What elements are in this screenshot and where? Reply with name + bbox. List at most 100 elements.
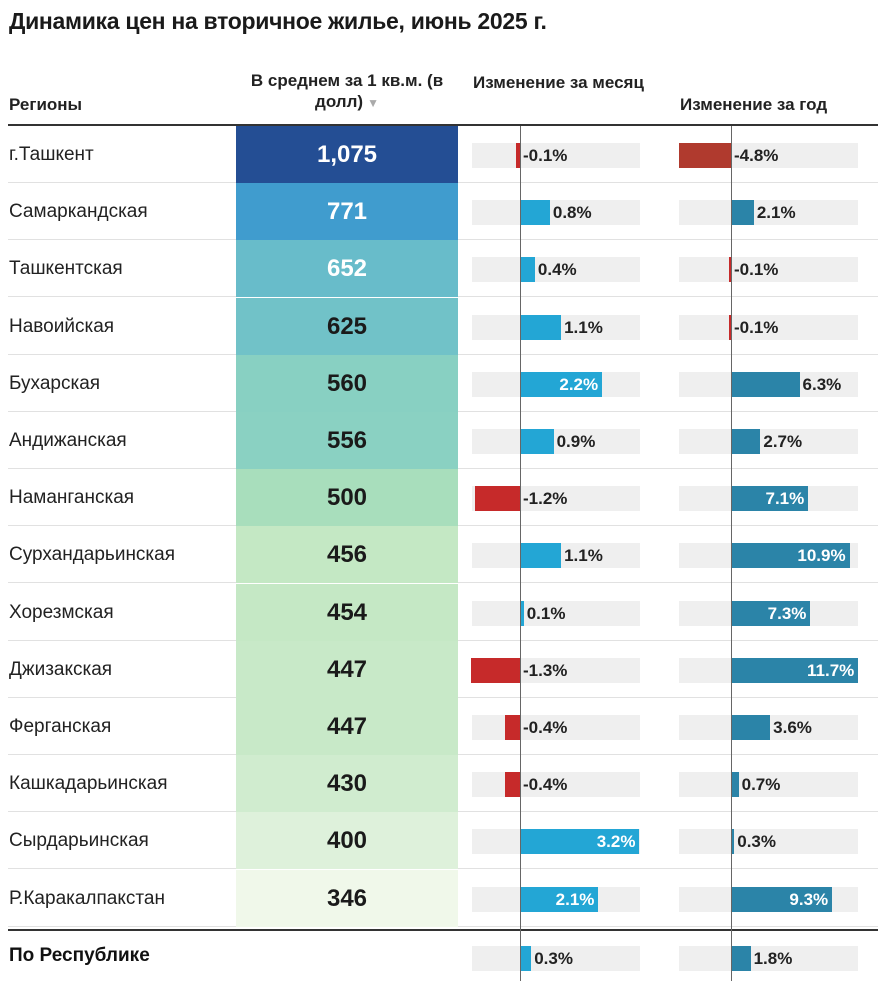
year-change-label: 10.9% [797,546,846,566]
month-change-bar [520,371,603,397]
region-name: Андижанская [9,430,127,451]
month-change-track: 1.1% [472,543,640,569]
month-change-bar [505,772,520,798]
month-change-label: 0.9% [556,432,596,451]
price-cell: 346 [236,869,458,927]
region-name: Сурхандарьинская [9,544,176,566]
month-change-track: -1.3% [471,657,640,683]
month-change-track: -1.2% [472,486,640,512]
region-name: Ташкентская [9,258,123,280]
month-change-label: -0.4% [523,718,568,737]
price-value: 560 [326,369,368,397]
price-value: 400 [326,827,368,855]
month-change-label: 2.1% [555,889,595,909]
month-change-track: 1.1% [472,314,640,340]
total-label: По Республике [9,945,150,966]
year-change-track: 9.3% [679,886,858,912]
month-change-label: 1.1% [564,317,603,337]
region-name: Наманганская [9,487,135,509]
region-name: Р.Каракалпакстан [9,887,165,909]
month-change-bar [520,314,562,340]
total-month-change-track: 0.3% [472,946,640,971]
year-change-bar [731,200,754,226]
month-change-bar [520,543,562,569]
table-row: Хорезмская 454 0.1% 7.3% [0,583,882,641]
year-change-label: -4.8% [734,146,779,165]
year-change-track: 7.1% [679,486,858,512]
year-change-track: 10.9% [679,543,858,569]
table-row: Самаркандская 771 0.8% 2.1% [0,183,882,241]
price-cell: 771 [236,183,458,241]
table-row: Навоийская 625 1.1% -0.1% [0,297,882,355]
year-change-track: 3.6% [679,715,858,740]
month-change-label: -1.2% [523,489,568,509]
year-change-track: 7.3% [679,600,858,626]
header-month-change: Изменение за месяц [473,73,644,92]
price-cell: 430 [236,755,458,813]
month-change-track: 0.4% [472,257,640,283]
price-cell: 1,075 [236,126,458,183]
year-change-track: -0.1% [679,257,858,283]
total-row: По Республике 0.3% 1.8% [0,931,882,983]
table-row: Р.Каракалпакстан 346 2.1% 9.3% [0,869,882,927]
year-change-label: 7.3% [767,603,807,623]
year-change-label: -0.1% [734,260,779,280]
table-row: Сурхандарьинская 456 1.1% 10.9% [0,526,882,584]
month-change-label: 3.2% [596,832,636,852]
region-name: Сырдарьинская [9,830,149,852]
price-cell: 560 [236,354,458,412]
month-change-bar [505,715,520,740]
month-change-label: -1.3% [523,660,568,680]
region-name: Кашкадарьинская [9,773,168,795]
month-change-track: -0.4% [472,772,640,798]
month-change-bar [520,257,535,283]
month-change-track: 2.2% [472,371,640,397]
header-avg-price[interactable]: В среднем за 1 кв.м. (в долл) ▼ [236,70,458,114]
year-change-label: 7.1% [765,489,805,509]
header-rule [8,124,878,126]
table-row: Ферганская 447 -0.4% 3.6% [0,698,882,755]
region-name: Бухарская [9,372,101,394]
price-value: 430 [326,770,368,798]
year-change-bar [728,257,731,283]
price-cell: 454 [236,583,458,641]
year-change-label: 11.7% [807,660,855,680]
sort-down-icon[interactable]: ▼ [367,96,379,110]
year-change-track: 2.7% [679,429,858,454]
table-row: Кашкадарьинская 430 -0.4% 0.7% [0,755,882,813]
header-year-change: Изменение за год [680,95,828,114]
year-change-bar [728,314,731,340]
region-name: г.Ташкент [9,144,94,165]
month-change-label: -0.1% [523,146,568,165]
header-avg-price-label: В среднем за 1 кв.м. (в долл) [250,71,444,111]
price-value: 346 [326,884,368,912]
year-change-bar [731,371,800,397]
month-change-bar [520,600,524,626]
month-change-track: -0.1% [472,143,640,168]
year-change-bar [731,657,859,683]
price-value: 447 [326,655,368,683]
year-change-label: -0.1% [734,317,779,337]
region-name: Навоийская [9,315,115,337]
month-change-label: 0.1% [526,603,566,623]
month-change-label: 0.4% [537,260,577,280]
month-change-track: 0.9% [472,429,640,454]
month-change-bar [520,200,550,226]
year-change-track: -0.1% [679,314,858,340]
price-value: 447 [326,713,368,740]
total-month-change-bar [520,946,532,971]
year-change-track: 0.7% [679,772,858,798]
price-cell: 456 [236,526,458,584]
month-change-bar [471,657,520,683]
table-row: Андижанская 556 0.9% 2.7% [0,412,882,469]
month-change-track: -0.4% [472,715,640,740]
year-change-bar [731,715,771,740]
year-change-bar [731,429,761,454]
year-change-label: 0.3% [737,832,776,852]
year-change-label: 3.6% [773,718,812,737]
table-row: Джизакская 447 -1.3% 11.7% [0,640,882,698]
month-change-bar [475,486,520,512]
region-name: Хорезмская [9,601,114,623]
year-change-track: 0.3% [679,829,858,855]
price-value: 1,075 [316,141,378,168]
